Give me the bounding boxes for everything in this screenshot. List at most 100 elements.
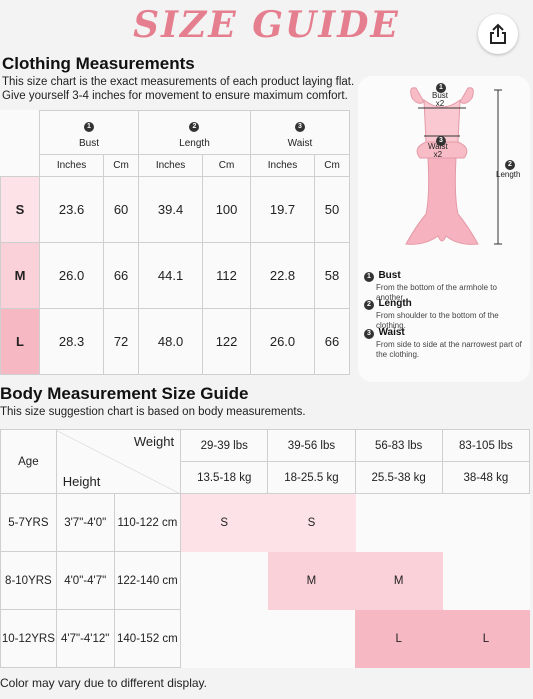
clothing-desc-1: This size chart is the exact measurement… <box>2 76 355 88</box>
size-cell: L <box>0 308 40 375</box>
diagram-bust-label: Bust x2 <box>432 92 448 108</box>
share-button[interactable] <box>478 14 518 54</box>
table-row: 5-7YRS 3'7"-4'0" 110-122 cm S S <box>0 493 530 552</box>
legend-length: 2 Length From shoulder to the bottom of … <box>364 293 528 331</box>
unit-cell: Cm <box>202 154 251 177</box>
value-cell: 39.4 <box>137 176 204 243</box>
weight-header: Weight <box>133 434 175 449</box>
size-cell: M <box>267 551 356 610</box>
size-cell: M <box>354 551 443 610</box>
legend-title: Waist <box>378 327 405 338</box>
size-cell: L <box>354 609 443 668</box>
weight-lbs-cell: 83-105 lbs <box>441 429 531 462</box>
legend-desc: From shoulder to the bottom of the cloth… <box>376 311 499 330</box>
diagram-length-number: 2 <box>505 160 515 170</box>
weight-kg-cell: 38-48 kg <box>441 461 531 494</box>
size-cell <box>355 494 442 552</box>
legend-desc: From the bottom of the armhole to anothe… <box>376 283 497 302</box>
mermaid-skirt <box>405 157 479 245</box>
value-cell: 28.3 <box>38 308 105 375</box>
dress-illustration <box>405 87 502 245</box>
height-ft-cell: 4'7"-4'12" <box>55 609 115 668</box>
table-row: 10-12YRS 4'7"-4'12" 140-152 cm L L <box>0 609 531 668</box>
value-cell: 66 <box>314 308 350 375</box>
height-cm-cell: 140-152 cm <box>113 609 182 668</box>
value-cell: 19.7 <box>249 176 316 243</box>
bust-multiplier: x2 <box>435 99 445 108</box>
clothing-table: 1 Bust 2 Length 3 Waist Inches Cm Inches… <box>0 110 351 375</box>
weight-lbs-row: Age Weight Height 29-39 lbs 39-56 lbs 56… <box>0 429 531 494</box>
value-cell: 23.6 <box>38 176 105 243</box>
value-cell: 112 <box>202 242 251 309</box>
diagram-length-label: Length <box>496 170 521 179</box>
legend-desc: From side to side at the narrowest part … <box>376 340 522 359</box>
unit-cell: Cm <box>314 154 350 177</box>
body-heading: Body Measurement Size Guide <box>0 384 249 403</box>
diagram-bust-number: 1 <box>436 83 446 93</box>
legend-title: Length <box>378 298 412 309</box>
waist-text: Waist <box>428 142 448 151</box>
weight-lbs-cell: 29-39 lbs <box>180 429 269 462</box>
right-ruffle <box>459 87 474 104</box>
group-label: Bust <box>78 137 99 149</box>
table-row: M 26.0 66 44.1 112 22.8 58 <box>0 242 350 309</box>
height-header: Height <box>62 474 101 489</box>
group-label: Waist <box>287 137 313 149</box>
value-cell: 66 <box>103 242 139 309</box>
value-cell: 48.0 <box>137 308 204 375</box>
weight-kg-cell: 13.5-18 kg <box>180 461 269 494</box>
table-row: 8-10YRS 4'0"-4'7" 122-140 cm M M <box>0 551 530 610</box>
clothing-group-row: 1 Bust 2 Length 3 Waist <box>0 110 351 177</box>
value-cell: 100 <box>202 176 251 243</box>
age-header: Age <box>0 429 57 494</box>
size-cell <box>442 552 529 610</box>
value-cell: 122 <box>202 308 251 375</box>
waist-multiplier: x2 <box>433 150 443 159</box>
page-title: SIZE GUIDE <box>133 4 400 46</box>
size-cell <box>442 494 529 552</box>
value-cell: 26.0 <box>249 308 316 375</box>
height-ft-cell: 3'7"-4'0" <box>55 493 115 552</box>
size-cell: L <box>441 609 531 668</box>
age-cell: 8-10YRS <box>0 551 57 610</box>
weight-kg-cell: 25.5-38 kg <box>354 461 443 494</box>
unit-cell: Cm <box>103 154 139 177</box>
height-cm-cell: 110-122 cm <box>113 493 182 552</box>
size-cell <box>181 610 268 668</box>
share-icon <box>490 23 506 44</box>
peplum <box>416 141 468 159</box>
group-length: 2 Length <box>138 110 251 155</box>
legend-number: 3 <box>364 329 374 339</box>
bust-number: 1 <box>84 121 94 132</box>
height-ft-cell: 4'0"-4'7" <box>55 551 115 610</box>
bust-text: Bust <box>432 91 449 100</box>
weight-kg-cell: 18-25.5 kg <box>267 461 356 494</box>
waist-number: 3 <box>294 121 305 132</box>
group-bust: 1 Bust <box>39 110 139 155</box>
unit-cell: Inches <box>38 154 105 177</box>
left-ruffle <box>410 87 425 104</box>
size-cell: S <box>0 176 40 243</box>
weight-height-header: Weight Height <box>55 429 182 494</box>
legend-number: 2 <box>364 300 374 310</box>
legend-waist: 3 Waist From side to side at the narrowe… <box>364 322 528 360</box>
clothing-heading: Clothing Measurements <box>2 54 195 73</box>
age-cell: 10-12YRS <box>0 609 57 668</box>
bodice <box>423 98 461 143</box>
dress-diagram-panel: 1 Bust x2 3 Waist x2 2 Length 1 Bust Fro… <box>358 76 530 382</box>
table-row: S 23.6 60 39.4 100 19.7 50 <box>0 176 350 243</box>
value-cell: 44.1 <box>137 242 204 309</box>
unit-cell: Inches <box>137 154 204 177</box>
weight-lbs-cell: 39-56 lbs <box>267 429 356 462</box>
age-cell: 5-7YRS <box>0 493 57 552</box>
group-label: Length <box>179 137 210 149</box>
weight-kg-row: 13.5-18 kg 18-25.5 kg 25.5-38 kg 38-48 k… <box>1 461 531 494</box>
size-cell: S <box>267 493 356 552</box>
footer-note: Color may vary due to different display. <box>0 676 207 690</box>
unit-row: Inches Cm Inches Cm Inches Cm <box>1 154 350 177</box>
value-cell: 60 <box>103 176 139 243</box>
size-cell <box>181 552 268 610</box>
unit-cell: Inches <box>249 154 316 177</box>
value-cell: 50 <box>314 176 350 243</box>
body-desc: This size suggestion chart is based on b… <box>0 406 306 418</box>
